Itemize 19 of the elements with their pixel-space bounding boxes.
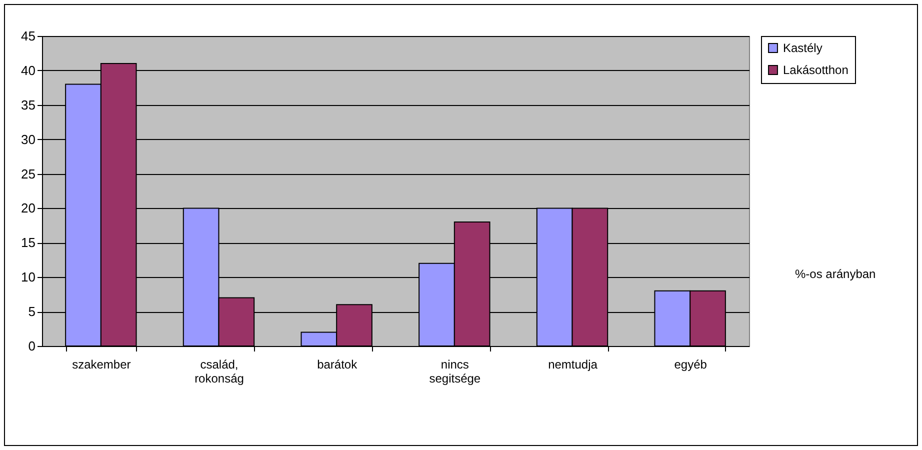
y-tick-label: 10	[21, 270, 36, 285]
text: %-os arányban	[795, 267, 876, 281]
x-tick-label: barátok	[317, 358, 358, 372]
x-tick-label: nemtudja	[548, 358, 598, 372]
y-tick-label: 40	[21, 62, 36, 78]
legend-label: Lakásotthon	[783, 63, 848, 77]
y-tick-label: 0	[28, 338, 36, 354]
y-tick-label: 20	[21, 200, 36, 216]
x-tick-label: nincs segitsége	[429, 358, 481, 386]
y-tick-label: 5	[28, 304, 36, 320]
x-tick-label: egyéb	[674, 358, 708, 372]
y-tick-label: 30	[21, 132, 36, 147]
y-tick-label: 35	[21, 97, 36, 112]
y-tick-label: 15	[21, 235, 36, 250]
y-tick-label: 25	[21, 166, 36, 182]
legend-label: Kastély	[783, 41, 822, 55]
y-tick-label: 45	[21, 28, 36, 44]
x-tick-label: család, rokonság	[194, 358, 244, 386]
x-tick-label: szakember	[72, 358, 131, 372]
